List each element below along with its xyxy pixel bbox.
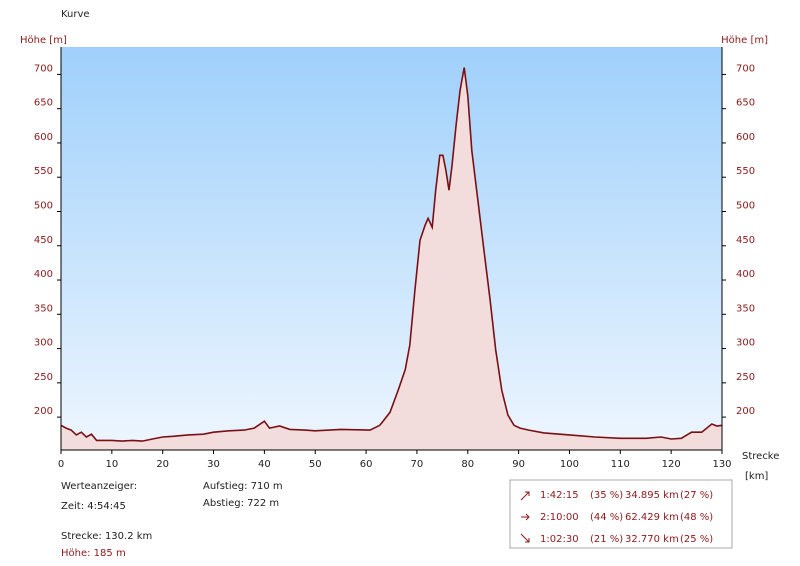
y-tick-label: 300 (34, 338, 53, 349)
x-tick-label: 100 (560, 459, 579, 470)
info-descent: Abstieg: 722 m (203, 498, 279, 509)
x-tick-label: 20 (156, 459, 169, 470)
y-tick-label: 200 (34, 406, 53, 417)
x-tick-label: 120 (662, 459, 681, 470)
x-axis-unit: [km] (745, 471, 768, 482)
stats-cell: 1:42:15 (540, 490, 579, 501)
stats-cell: 2:10:00 (540, 512, 579, 523)
y-tick-label: 500 (34, 200, 53, 211)
y2-tick-label: 350 (736, 303, 755, 314)
x-tick-label: 130 (712, 459, 731, 470)
y2-tick-label: 550 (736, 166, 755, 177)
y2-tick-label: 650 (736, 98, 755, 109)
x-tick-label: 110 (611, 459, 630, 470)
stats-cell: (35 %) (590, 490, 623, 501)
x-axis-label: Strecke (742, 451, 779, 462)
y-tick-label: 700 (34, 63, 53, 74)
x-tick-label: 0 (58, 459, 64, 470)
info-panel: Werteanzeiger: Zeit: 4:54:45 Strecke: 13… (61, 481, 283, 559)
stats-cell: 1:02:30 (540, 534, 579, 545)
y2-tick-label: 600 (736, 132, 755, 143)
stats-box (509, 479, 733, 549)
stats-cell: (44 %) (590, 512, 623, 523)
y-tick-label: 250 (34, 372, 53, 383)
info-height: Höhe: 185 m (61, 548, 126, 559)
y-tick-label: 350 (34, 303, 53, 314)
y2-tick-label: 250 (736, 372, 755, 383)
x-tick-label: 60 (360, 459, 373, 470)
y2-tick-label: 700 (736, 63, 755, 74)
y-tick-label: 600 (34, 132, 53, 143)
info-distance: Strecke: 130.2 km (61, 531, 152, 542)
y-tick-label: 400 (34, 269, 53, 280)
stats-cell: 62.429 km (625, 512, 679, 523)
stats-cell: 34.895 km (625, 490, 679, 501)
y-tick-label: 450 (34, 235, 53, 246)
y2-tick-label: 400 (736, 269, 755, 280)
elevation-line (60, 67, 723, 442)
y2-axis-label: Höhe [m] (721, 35, 768, 46)
plot-background (61, 47, 722, 450)
x-tick-label: 50 (309, 459, 322, 470)
y-tick-label: 650 (34, 98, 53, 109)
x-tick-label: 40 (258, 459, 271, 470)
y-tick-label: 550 (34, 166, 53, 177)
stats-icons (520, 491, 530, 543)
y2-tick-label: 450 (736, 235, 755, 246)
y2-tick-label: 300 (736, 338, 755, 349)
chart-title: Kurve (61, 9, 90, 20)
stats-cell: 32.770 km (625, 534, 679, 545)
stats-cell: (27 %) (680, 490, 713, 501)
stats-cell: (48 %) (680, 512, 713, 523)
y-axis-label: Höhe [m] (20, 35, 67, 46)
x-tick-label: 80 (461, 459, 474, 470)
x-tick-label: 90 (512, 459, 525, 470)
stats-cell: (21 %) (590, 534, 623, 545)
info-ascent: Aufstieg: 710 m (203, 481, 283, 492)
x-tick-label: 30 (207, 459, 220, 470)
x-tick-label: 70 (411, 459, 424, 470)
y2-tick-label: 200 (736, 406, 755, 417)
info-time: Zeit: 4:54:45 (61, 501, 126, 512)
stats-cell: (25 %) (680, 534, 713, 545)
x-tick-label: 10 (105, 459, 118, 470)
y2-tick-label: 500 (736, 200, 755, 211)
info-heading: Werteanzeiger: (61, 481, 137, 492)
